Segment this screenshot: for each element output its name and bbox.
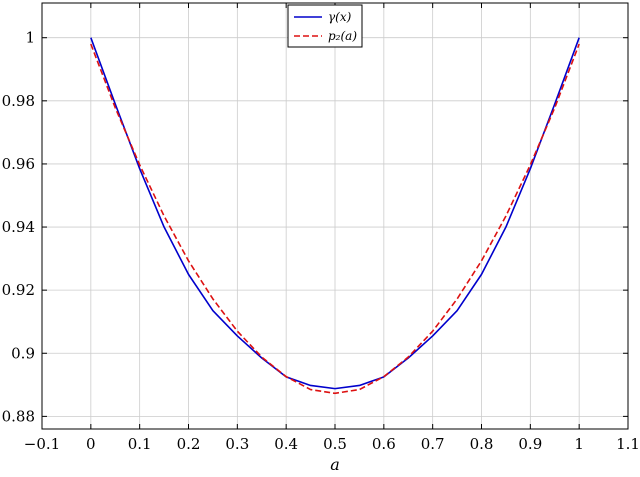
x-tick-label: 0 (86, 435, 96, 453)
plot-series (90, 37, 580, 395)
y-tick-label: 0.92 (2, 281, 35, 299)
series-line-p2 (90, 43, 580, 395)
x-axis-label: a (330, 455, 340, 474)
y-tick-label: 0.98 (2, 92, 35, 110)
x-tick-label: 0.4 (274, 435, 298, 453)
x-tick-labels: −0.1 0 0.1 0.2 0.3 0.4 0.5 0.6 0.7 0.8 0.9 1 1.1 (24, 435, 640, 453)
x-tick-label: 1.1 (616, 435, 640, 453)
grid-lines (41, 3, 629, 429)
legend-box (287, 4, 363, 48)
x-tick-label: 0.3 (225, 435, 249, 453)
x-tick-label: 0.2 (177, 435, 201, 453)
series-line-gamma (90, 37, 580, 390)
x-tick-label: 0.9 (518, 435, 542, 453)
y-tick-label: 0.9 (11, 344, 35, 362)
x-tick-label: 0.5 (323, 435, 347, 453)
legend: γ(x) p₂(a) (287, 4, 363, 48)
y-tick-label: 1 (25, 29, 35, 47)
y-tick-labels: 0.88 0.9 0.92 0.94 0.96 0.98 1 (2, 29, 35, 426)
legend-label-p2: p₂(a) (328, 29, 357, 43)
x-tick-label: −0.1 (24, 435, 60, 453)
y-tick-label: 0.88 (2, 407, 35, 425)
x-tick-label: 0.6 (372, 435, 396, 453)
x-tick-label: 0.1 (128, 435, 152, 453)
y-tick-label: 0.94 (2, 218, 35, 236)
tick-marks (41, 3, 629, 429)
legend-label-gamma: γ(x) (328, 10, 352, 24)
x-tick-label: 1 (574, 435, 584, 453)
x-tick-label: 0.7 (421, 435, 445, 453)
x-tick-label: 0.8 (470, 435, 494, 453)
y-tick-label: 0.96 (2, 155, 35, 173)
